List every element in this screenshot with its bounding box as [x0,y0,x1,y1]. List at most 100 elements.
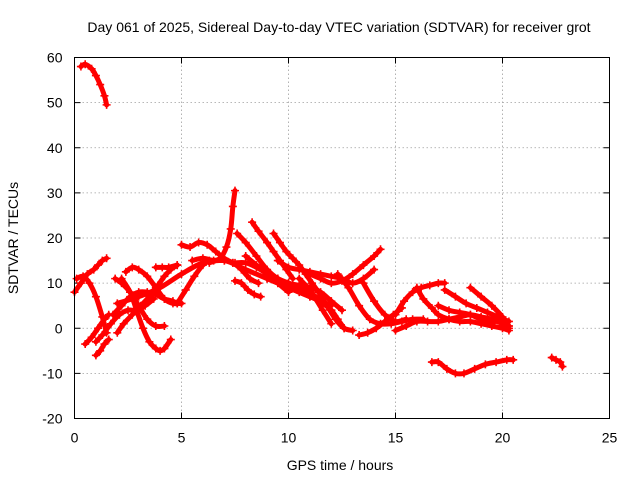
y-tick-label: 40 [47,140,63,156]
data-point [160,321,169,330]
data-point [220,256,229,265]
data-point [451,369,460,378]
x-tick-label: 0 [71,430,79,446]
data-point [241,238,250,247]
data-point [327,297,336,306]
data-series [70,60,567,378]
data-point [173,261,182,270]
data-point [273,256,282,265]
data-point [440,285,449,294]
data-point [85,279,94,288]
data-point [295,288,304,297]
y-tick-label: -20 [42,411,62,427]
data-point [100,91,109,100]
data-point [156,346,165,355]
series-track-26 [295,274,336,328]
data-point [295,274,304,283]
data-point [156,283,165,292]
data-point [231,258,239,267]
data-point [380,310,389,319]
data-point [134,292,143,301]
data-point [119,319,128,328]
data-point [455,308,464,317]
data-point [177,240,186,249]
data-point [252,252,261,261]
data-point [284,283,293,292]
series-track-17 [205,186,239,267]
data-point [434,358,443,367]
data-point [91,351,100,360]
data-point [254,279,263,288]
data-point [425,281,434,290]
data-point [333,315,342,324]
data-point [547,353,556,362]
data-point [231,186,239,195]
data-point [472,303,481,312]
data-point [124,306,132,315]
data-point [427,303,436,312]
data-point [504,324,513,333]
series-track-18 [231,276,265,301]
data-point [241,252,250,261]
data-point [228,202,237,211]
series-track-11 [121,263,186,308]
x-axis-label: GPS time / hours [287,457,394,473]
data-point [100,340,109,349]
data-point [188,256,197,265]
data-point [102,100,111,109]
data-point [198,261,207,270]
y-axis-label: SDTVAR / TECUs [5,182,21,294]
data-point [391,326,400,335]
data-point [128,310,137,319]
data-point [216,254,225,263]
data-point [109,310,118,319]
data-point [203,240,212,249]
data-point [237,279,246,288]
data-point [442,364,451,373]
track-line [429,357,516,377]
data-point [327,272,336,281]
data-point [372,324,381,333]
data-point [412,283,421,292]
data-point [487,317,496,326]
data-point [365,315,374,324]
x-tick-label: 15 [388,430,404,446]
data-point [273,279,282,288]
data-point [434,301,443,310]
y-tick-label: 10 [47,275,63,291]
data-point [237,265,246,274]
data-point [166,335,175,344]
data-point [466,283,475,292]
data-point [89,265,98,274]
data-point [327,279,336,288]
data-point [186,243,195,252]
data-point [87,64,96,73]
data-point [391,310,400,319]
data-point [359,261,368,270]
data-point [151,321,160,330]
data-point [134,265,143,274]
data-point [459,369,468,378]
data-point [102,254,111,263]
data-point [254,227,263,236]
x-tick-label: 25 [602,430,618,446]
y-tick-label: 0 [55,320,63,336]
data-point [316,274,325,283]
data-point [445,315,453,324]
data-point [87,333,96,342]
data-point [477,292,486,301]
x-tick-label: 10 [281,430,297,446]
data-point [263,238,272,247]
track-line [275,258,377,286]
data-point [96,80,105,89]
data-point [164,263,173,272]
data-point [408,288,417,297]
y-axis-ticks: -20 -10 0 10 20 30 40 50 60 [42,50,610,427]
series-track-12 [151,261,182,272]
data-point [263,267,272,276]
data-point [76,279,85,288]
data-point [370,252,379,261]
data-point [402,315,411,324]
data-point [226,224,235,233]
data-point [498,312,507,321]
